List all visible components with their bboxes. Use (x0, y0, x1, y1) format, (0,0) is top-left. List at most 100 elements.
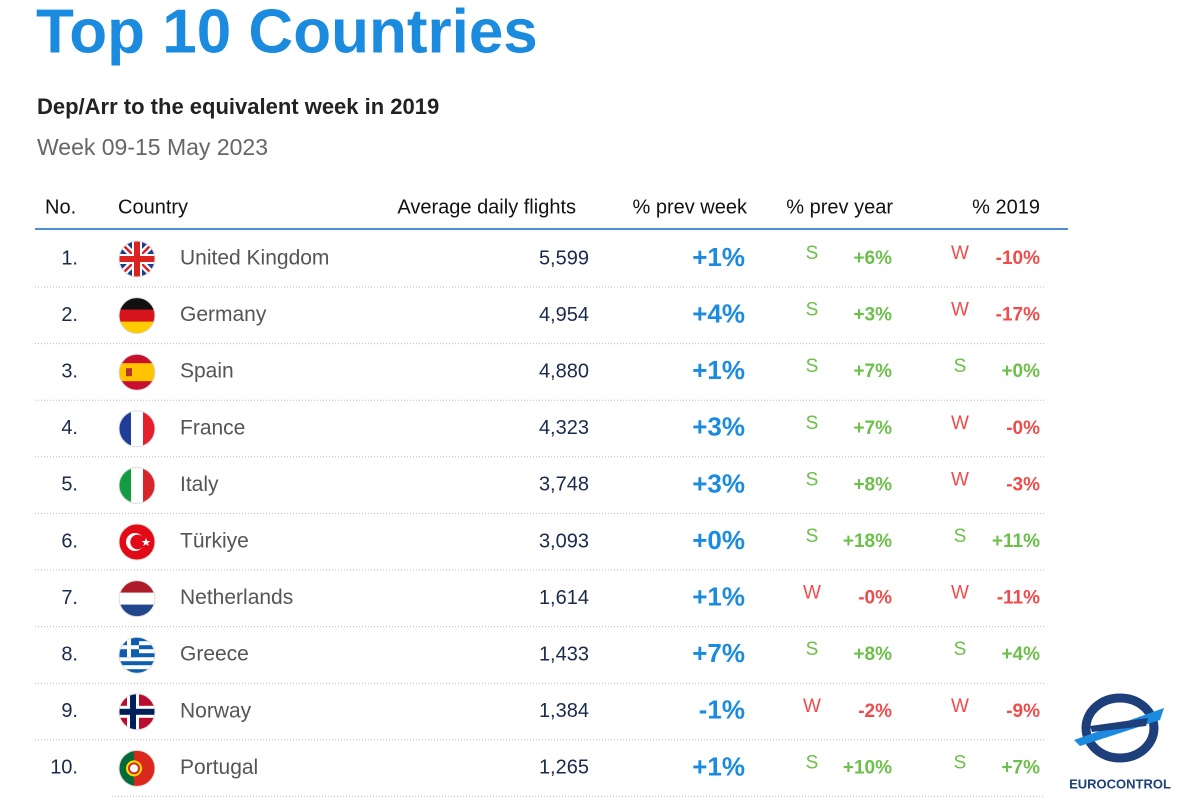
y2019: -10% (996, 248, 1040, 269)
flag-part (130, 693, 136, 730)
flag (119, 580, 155, 617)
flag-rim (118, 410, 156, 448)
prev-week: +4% (692, 298, 745, 328)
prev-year-icon: S (806, 243, 819, 264)
flights: 1,265 (539, 757, 589, 779)
y2019: -0% (1006, 418, 1040, 439)
prev-year-icon: W (803, 583, 821, 604)
flag-part (119, 669, 155, 674)
prev-year-icon: S (806, 526, 819, 547)
flag-part (131, 410, 144, 447)
flag-part (119, 661, 155, 666)
flag-part (119, 592, 155, 606)
y2019: -17% (996, 305, 1040, 326)
row-number: 2. (61, 304, 78, 326)
prev-year-icon: S (806, 356, 819, 377)
y2019-icon: S (954, 752, 967, 773)
prev-year: +7% (853, 418, 892, 439)
y2019-icon: W (951, 300, 969, 321)
prev-year-icon: S (806, 469, 819, 490)
prev-year: +3% (853, 305, 892, 326)
flag-part (130, 534, 145, 550)
country: France (180, 416, 245, 439)
country: Germany (180, 303, 267, 326)
flag-part (119, 410, 132, 447)
flights: 1,433 (539, 643, 589, 665)
y2019-icon: W (951, 413, 969, 434)
prev-week: +1% (692, 355, 745, 385)
flag-rim (118, 353, 156, 391)
country: Italy (180, 473, 219, 496)
prev-year-icon: S (806, 752, 819, 773)
row-number: 8. (61, 643, 78, 665)
flights: 4,954 (539, 304, 589, 326)
flag (119, 750, 155, 787)
logo-mark (1074, 693, 1164, 763)
flag-part (119, 708, 155, 715)
prev-year: +8% (853, 474, 892, 495)
flag-part (119, 604, 155, 617)
column-header: Country (118, 196, 188, 218)
flag-part (141, 538, 151, 546)
y2019: -11% (997, 588, 1040, 609)
prev-week: +1% (692, 751, 745, 781)
flag-rim (118, 523, 156, 561)
flag-part (131, 467, 144, 504)
flag-rim (118, 580, 156, 618)
flag-rim (118, 297, 156, 335)
y2019-icon: W (951, 243, 969, 264)
flag (119, 410, 155, 447)
flights: 4,880 (539, 360, 589, 382)
row-number: 6. (61, 530, 78, 552)
prev-year-icon: S (806, 300, 819, 321)
y2019: +0% (1001, 361, 1040, 382)
flag-part (119, 665, 155, 670)
row-number: 7. (61, 587, 78, 609)
prev-year: +8% (853, 644, 892, 665)
flights: 1,614 (539, 587, 589, 609)
flag-part (128, 762, 140, 775)
subtitle: Dep/Arr to the equivalent week in 2019 (37, 94, 439, 119)
prev-week: -1% (699, 695, 745, 725)
prev-year: +18% (843, 531, 892, 552)
flag-rim (118, 636, 156, 674)
y2019-icon: W (951, 469, 969, 490)
prev-week: +7% (692, 638, 745, 668)
prev-week: +0% (692, 525, 745, 555)
country: Portugal (180, 756, 258, 779)
prev-year: +10% (843, 757, 892, 778)
y2019: -3% (1006, 474, 1040, 495)
y2019-icon: S (954, 356, 967, 377)
y2019-icon: W (951, 583, 969, 604)
y2019: +11% (992, 531, 1040, 552)
prev-week: +3% (692, 468, 745, 498)
flag-part (119, 467, 132, 504)
row-number: 1. (61, 247, 78, 269)
column-header: No. (45, 196, 76, 218)
column-header: % prev week (633, 196, 748, 218)
country: Netherlands (180, 586, 293, 609)
flag (119, 241, 155, 277)
prev-year: +7% (853, 361, 892, 382)
y2019: +4% (1001, 644, 1040, 665)
logo-text: EUROCONTROL (1069, 776, 1171, 791)
flights: 3,093 (539, 530, 589, 552)
prev-year-icon: W (803, 696, 821, 717)
flag-part (134, 241, 140, 277)
flag-part (119, 321, 155, 334)
flights: 1,384 (539, 700, 589, 722)
flag-part (119, 363, 155, 382)
flag (119, 524, 155, 560)
prev-week: +3% (692, 412, 745, 442)
prev-year-icon: S (806, 413, 819, 434)
row-number: 3. (61, 360, 78, 382)
y2019: -9% (1006, 701, 1040, 722)
y2019-icon: S (954, 526, 967, 547)
flag (119, 297, 155, 334)
y2019-icon: S (954, 639, 967, 660)
logo-bar (1090, 718, 1148, 732)
flights: 5,599 (539, 247, 589, 269)
prev-week: +1% (692, 581, 745, 611)
column-header: % 2019 (972, 196, 1040, 218)
